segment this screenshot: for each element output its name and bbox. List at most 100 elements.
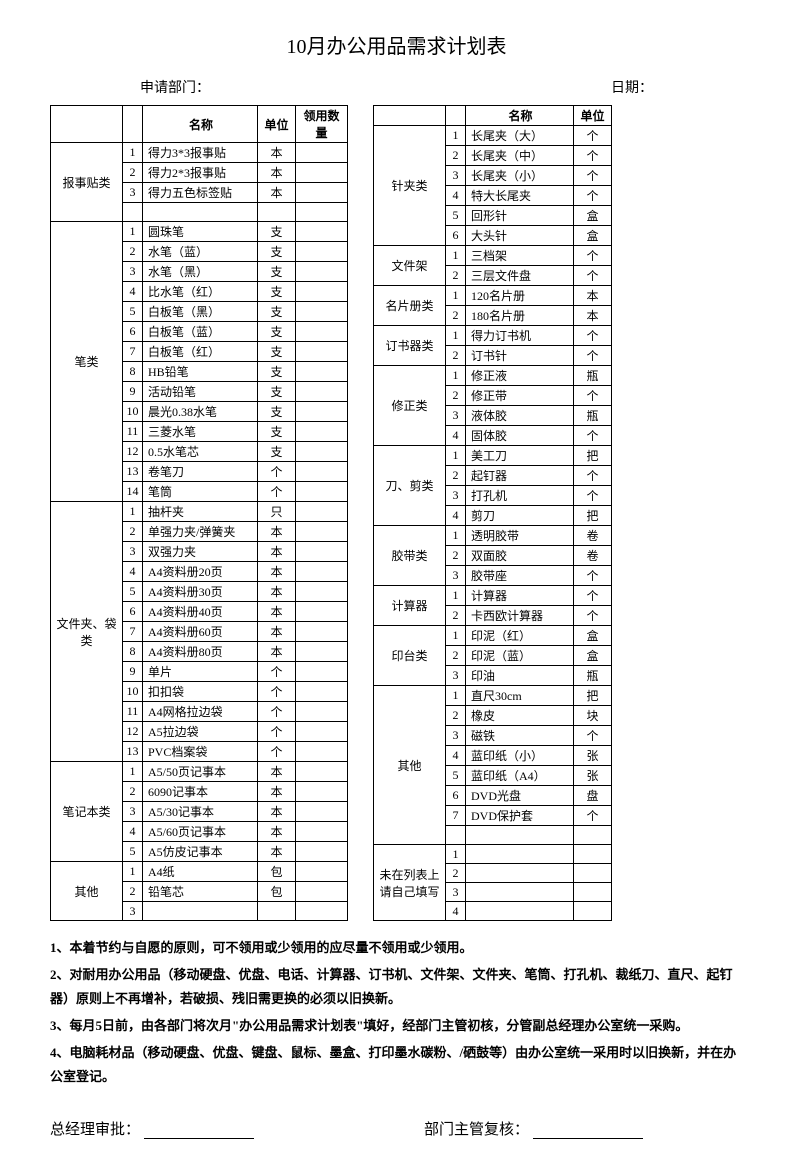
item-unit: 个 xyxy=(258,662,296,682)
item-qty[interactable] xyxy=(296,282,348,302)
gm-label: 总经理审批： xyxy=(50,1122,140,1138)
item-qty[interactable] xyxy=(296,382,348,402)
item-qty[interactable] xyxy=(296,842,348,862)
item-qty[interactable] xyxy=(296,542,348,562)
item-unit: 个 xyxy=(574,266,612,286)
item-qty[interactable] xyxy=(296,322,348,342)
item-name: A5/30记事本 xyxy=(143,802,258,822)
item-name: 笔筒 xyxy=(143,482,258,502)
item-qty[interactable] xyxy=(296,502,348,522)
item-qty[interactable] xyxy=(296,143,348,163)
item-name: 活动铅笔 xyxy=(143,382,258,402)
tables-container: 名称单位领用数量报事贴类1得力3*3报事贴本2得力2*3报事贴本3得力五色标签贴… xyxy=(50,105,743,921)
item-qty[interactable] xyxy=(296,362,348,382)
item-unit: 本 xyxy=(258,562,296,582)
item-unit: 支 xyxy=(258,442,296,462)
item-qty[interactable] xyxy=(296,642,348,662)
category-cell: 订书器类 xyxy=(374,326,446,366)
item-unit: 个 xyxy=(574,186,612,206)
item-qty[interactable] xyxy=(296,902,348,921)
item-qty[interactable] xyxy=(296,802,348,822)
item-qty[interactable] xyxy=(296,882,348,902)
item-qty[interactable] xyxy=(296,522,348,542)
row-num: 3 xyxy=(446,486,466,506)
row-num: 11 xyxy=(123,702,143,722)
item-unit: 张 xyxy=(574,766,612,786)
item-qty[interactable] xyxy=(296,422,348,442)
item-unit: 包 xyxy=(258,862,296,882)
row-num: 9 xyxy=(123,662,143,682)
row-num: 2 xyxy=(446,706,466,726)
item-unit: 支 xyxy=(258,422,296,442)
item-qty[interactable] xyxy=(296,462,348,482)
item-unit: 个 xyxy=(258,462,296,482)
item-unit: 个 xyxy=(574,326,612,346)
item-qty[interactable] xyxy=(296,302,348,322)
row-num: 4 xyxy=(123,822,143,842)
item-unit: 本 xyxy=(258,802,296,822)
item-qty[interactable] xyxy=(296,402,348,422)
item-unit: 支 xyxy=(258,322,296,342)
row-num: 9 xyxy=(123,382,143,402)
row-num: 12 xyxy=(123,722,143,742)
item-name: 铅笔芯 xyxy=(143,882,258,902)
item-unit: 个 xyxy=(574,606,612,626)
item-qty[interactable] xyxy=(296,183,348,203)
item-name: 长尾夹（小） xyxy=(466,166,574,186)
item-name: 起钉器 xyxy=(466,466,574,486)
item-qty[interactable] xyxy=(296,602,348,622)
item-unit: 个 xyxy=(574,346,612,366)
item-qty[interactable] xyxy=(296,562,348,582)
item-unit: 支 xyxy=(258,282,296,302)
item-qty[interactable] xyxy=(296,862,348,882)
item-qty[interactable] xyxy=(296,482,348,502)
item-name: A5/50页记事本 xyxy=(143,762,258,782)
item-unit: 块 xyxy=(574,706,612,726)
item-name: 0.5水笔芯 xyxy=(143,442,258,462)
item-qty[interactable] xyxy=(296,222,348,242)
category-cell: 修正类 xyxy=(374,366,446,446)
item-name: 胶带座 xyxy=(466,566,574,586)
gm-sign-line[interactable] xyxy=(144,1138,254,1139)
item-qty[interactable] xyxy=(296,442,348,462)
item-unit: 个 xyxy=(574,426,612,446)
row-num: 1 xyxy=(446,586,466,606)
row-num: 6 xyxy=(123,322,143,342)
item-qty[interactable] xyxy=(296,242,348,262)
item-name: 得力3*3报事贴 xyxy=(143,143,258,163)
item-name: 订书针 xyxy=(466,346,574,366)
row-num: 10 xyxy=(123,402,143,422)
item-unit: 卷 xyxy=(574,546,612,566)
row-num: 3 xyxy=(123,183,143,203)
item-qty[interactable] xyxy=(296,342,348,362)
item-qty[interactable] xyxy=(296,622,348,642)
item-unit: 本 xyxy=(258,582,296,602)
item-qty[interactable] xyxy=(296,822,348,842)
item-name: 蓝印纸（A4） xyxy=(466,766,574,786)
item-qty[interactable] xyxy=(296,722,348,742)
item-unit: 个 xyxy=(574,126,612,146)
item-qty[interactable] xyxy=(296,262,348,282)
item-qty[interactable] xyxy=(296,782,348,802)
item-qty[interactable] xyxy=(296,702,348,722)
row-num: 4 xyxy=(123,282,143,302)
mgr-sign-line[interactable] xyxy=(533,1138,643,1139)
row-num: 4 xyxy=(446,902,466,921)
row-num: 2 xyxy=(446,346,466,366)
item-qty[interactable] xyxy=(296,762,348,782)
item-unit: 包 xyxy=(258,882,296,902)
row-num: 3 xyxy=(446,666,466,686)
item-name: 白板笔（红） xyxy=(143,342,258,362)
item-name: 卷笔刀 xyxy=(143,462,258,482)
item-qty[interactable] xyxy=(296,682,348,702)
item-qty[interactable] xyxy=(296,662,348,682)
row-num: 5 xyxy=(123,842,143,862)
item-name: 修正带 xyxy=(466,386,574,406)
item-qty[interactable] xyxy=(296,163,348,183)
item-name: 印泥（红） xyxy=(466,626,574,646)
header-row: 申请部门： 日期： xyxy=(50,77,743,97)
item-qty[interactable] xyxy=(296,742,348,762)
item-qty[interactable] xyxy=(296,582,348,602)
item-unit: 个 xyxy=(574,246,612,266)
signatures-row: 总经理审批： 部门主管复核： xyxy=(50,1118,743,1139)
